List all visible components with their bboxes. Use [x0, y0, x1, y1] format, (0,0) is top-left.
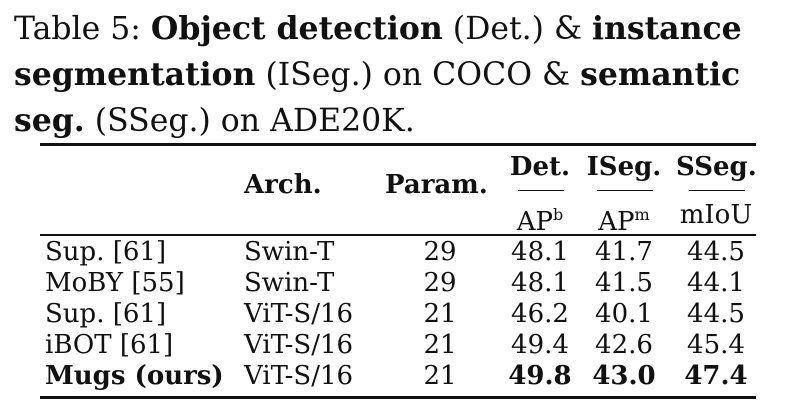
cell-arch: ViT-S/16 [244, 330, 354, 360]
cell-det: 49.8 [508, 361, 572, 391]
table-row: Sup. [61] ViT-S/16 21 46.2 40.1 44.5 [0, 299, 805, 330]
caption-text-3: (SSeg.) on ADE20K. [84, 103, 415, 139]
cell-sseg: 47.4 [684, 361, 748, 391]
header-arch: Arch. [244, 170, 322, 200]
subheader-iseg-text: AP [598, 207, 635, 237]
cell-iseg: 42.6 [595, 330, 653, 360]
cell-sseg: 44.1 [687, 268, 745, 298]
subheader-iseg-sup: m [634, 205, 650, 224]
cell-method: Sup. [61] [45, 299, 167, 329]
cell-det: 49.4 [511, 330, 569, 360]
cell-method: MoBY [55] [45, 268, 185, 298]
cell-sseg: 44.5 [687, 299, 745, 329]
subheader-det-apb: APb [500, 200, 580, 237]
cell-method: Mugs (ours) [45, 361, 224, 391]
cell-det: 48.1 [511, 237, 569, 267]
table-row: Sup. [61] Swin-T 29 48.1 41.7 44.5 [0, 237, 805, 268]
cell-method: iBOT [61] [45, 330, 174, 360]
cell-param: 29 [423, 268, 457, 298]
table-top-rule [40, 143, 756, 146]
sseg-group-line [689, 190, 745, 192]
subheader-det-text: AP [516, 207, 554, 237]
cell-param: 21 [423, 361, 457, 391]
cell-arch: ViT-S/16 [244, 299, 354, 329]
cell-method: Sup. [61] [45, 237, 167, 267]
cell-det: 46.2 [511, 299, 569, 329]
caption-bold-instance-seg: instance segmentation [14, 10, 742, 93]
caption-label: Table 5: [14, 11, 141, 47]
table-row: MoBY [55] Swin-T 29 48.1 41.5 44.1 [0, 268, 805, 299]
table-caption: Table 5: Object detection (Det.) & insta… [14, 6, 794, 144]
cell-iseg: 40.1 [595, 299, 653, 329]
cell-arch: Swin-T [244, 237, 335, 267]
header-param: Param. [385, 170, 488, 200]
cell-param: 21 [423, 299, 457, 329]
header-sseg: SSeg. [676, 152, 757, 182]
table-row: iBOT [61] ViT-S/16 21 49.4 42.6 45.4 [0, 330, 805, 361]
cell-arch: ViT-S/16 [244, 361, 354, 391]
cell-param: 29 [423, 237, 457, 267]
header-det: Det. [509, 152, 571, 182]
caption-text-1: (Det.) & [442, 11, 593, 47]
cell-sseg: 44.5 [687, 237, 745, 267]
det-group-line [518, 190, 564, 192]
caption-bold-detection: Object detection [150, 10, 443, 47]
cell-sseg: 45.4 [687, 330, 745, 360]
caption-text-2: (ISeg.) on COCO & [255, 57, 581, 93]
cell-arch: Swin-T [244, 268, 335, 298]
subheader-sseg-miou: mIoU [679, 200, 753, 230]
table-bottom-rule [40, 396, 756, 399]
header-iseg: ISeg. [586, 152, 662, 182]
cell-iseg: 41.5 [595, 268, 653, 298]
caption-bold-semantic-seg: semantic seg. [14, 56, 741, 139]
subheader-det-sup: b [553, 205, 564, 224]
table-mid-rule [40, 234, 756, 236]
cell-param: 21 [423, 330, 457, 360]
cell-det: 48.1 [511, 268, 569, 298]
subheader-iseg-apm: APm [584, 200, 664, 237]
table-row-ours: Mugs (ours) ViT-S/16 21 49.8 43.0 47.4 [0, 361, 805, 392]
iseg-group-line [597, 190, 653, 192]
cell-iseg: 43.0 [592, 361, 656, 391]
cell-iseg: 41.7 [595, 237, 653, 267]
